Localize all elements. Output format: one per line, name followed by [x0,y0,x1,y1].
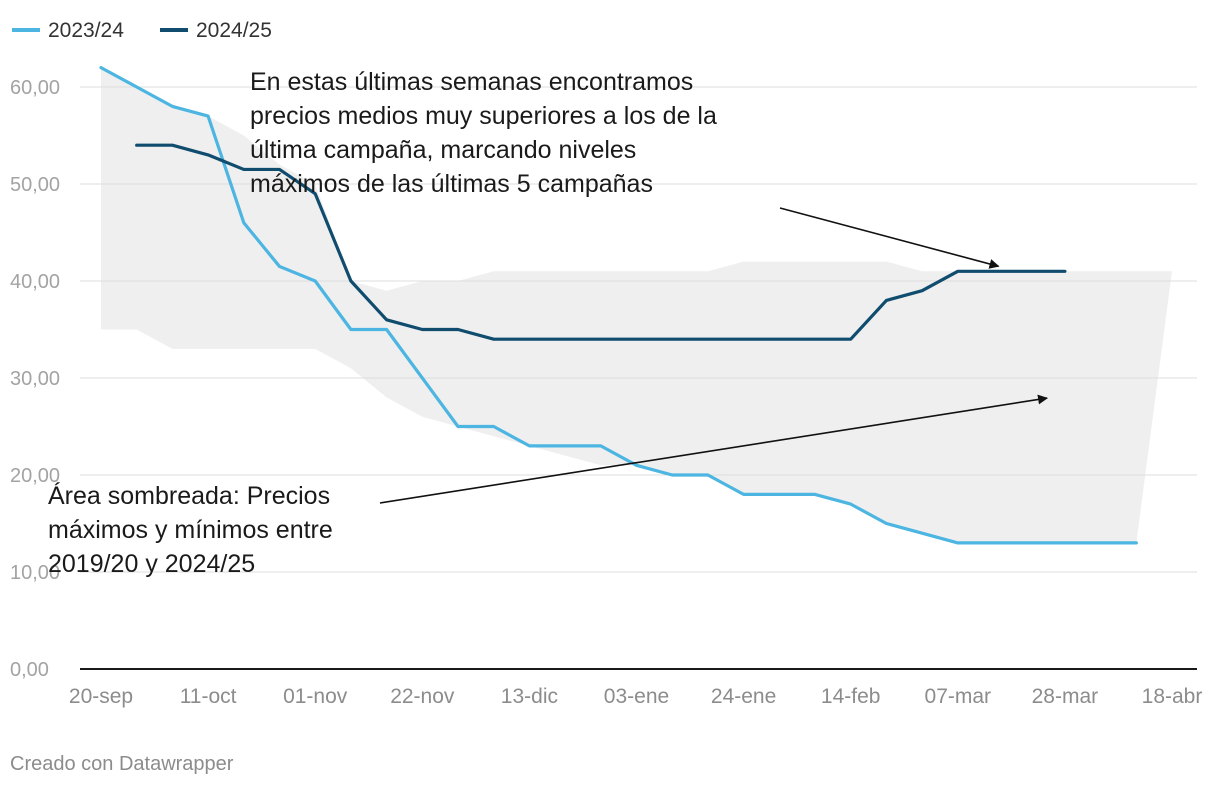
x-tick-label: 03-ene [604,685,669,708]
annotation-bottom: Área sombreada: Precios máximos y mínimo… [48,394,1049,578]
series-line-2023-24 [99,66,1138,545]
legend: 2023/24 2024/25 [12,19,272,42]
annotation-top-line-2: precios medios muy superiores a los de l… [250,102,717,130]
y-axis-ticks: 0,00 10,00 20,00 30,00 40,00 50,00 60,00 [10,77,60,681]
x-tick-label: 18-abr [1142,685,1203,708]
y-tick-label: 10,00 [10,562,60,584]
credit-text: Creado con Datawrapper [10,753,234,775]
y-tick-label: 20,00 [10,465,60,487]
x-tick-label: 24-ene [711,685,776,708]
annotation-top-arrow [779,207,1000,269]
price-range-band [101,67,1172,543]
y-tick-label: 0,00 [10,659,49,681]
annotation-bottom-arrow [379,394,1049,504]
annotation-bottom-line-2: máximos y mínimos entre [48,516,333,544]
annotation-top-line-3: última campaña, marcando niveles [250,136,636,164]
legend-label-2024-25: 2024/25 [196,19,272,42]
x-axis-ticks: 20-sep 11-oct 01-nov 22-nov 13-dic 03-ene 24-e… [69,685,1202,708]
gridlines [80,86,1197,573]
x-tick-label: 28-mar [1032,685,1099,708]
x-tick-label: 01-nov [283,685,348,708]
legend-label-2023-24: 2023/24 [48,19,124,42]
x-tick-label: 11-oct [180,685,237,708]
annotation-top-line-1: En estas últimas semanas encontramos [250,68,693,96]
y-tick-label: 60,00 [10,77,60,99]
y-tick-label: 30,00 [10,368,60,390]
annotation-top: En estas últimas semanas encontramos pre… [250,68,1000,269]
series-line-2024-25 [135,143,1067,341]
x-tick-label: 22-nov [390,685,455,708]
y-tick-label: 40,00 [10,271,60,293]
x-tick-label: 14-feb [821,685,881,708]
x-tick-label: 07-mar [925,685,992,708]
x-tick-label: 13-dic [501,685,558,708]
series-lines [99,66,1138,545]
annotation-top-line-4: máximos de las últimas 5 campañas [250,170,653,198]
y-tick-label: 50,00 [10,174,60,196]
annotation-bottom-line-1: Área sombreada: Precios [48,481,330,510]
x-tick-label: 20-sep [69,685,133,708]
range-band-area [101,67,1172,543]
annotation-bottom-line-3: 2019/20 y 2024/25 [48,550,255,578]
